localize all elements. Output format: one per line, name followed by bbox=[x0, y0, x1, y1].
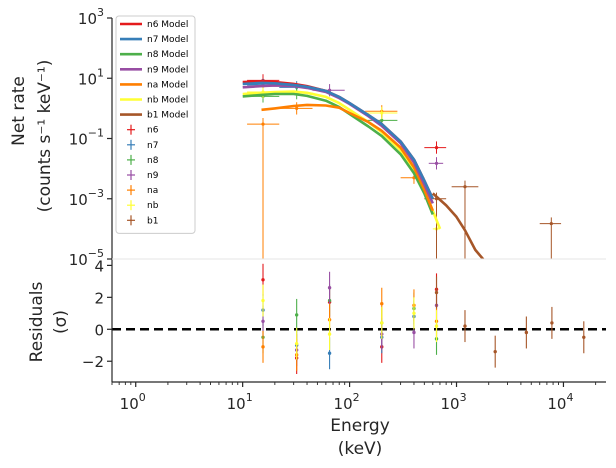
xtick-base-3: 10 bbox=[440, 395, 459, 413]
model-line-b1-model bbox=[431, 192, 485, 259]
legend-label-nb-model: nb Model bbox=[147, 96, 188, 106]
spectrum-ytick-exp-1: 1 bbox=[97, 66, 104, 79]
spectrum-ytick-base-1: 10 bbox=[78, 70, 97, 88]
residual-point-n9-20 bbox=[412, 330, 416, 335]
data-point-n9-2 bbox=[434, 161, 439, 165]
spectrum-ytick-label-3: 10−3 bbox=[69, 187, 104, 209]
legend-label-b1-model: b1 Model bbox=[147, 111, 188, 121]
residual-point-nb-29 bbox=[294, 341, 299, 346]
spectrum-ytick-label-0: 103 bbox=[78, 6, 104, 28]
energy-xlabel-line2: (keV) bbox=[338, 439, 383, 459]
data-point-b1-2 bbox=[549, 221, 553, 226]
xtick-exp-1: 1 bbox=[246, 391, 253, 404]
spectrum-plot-area bbox=[242, 74, 562, 259]
xtick-label-2: 102 bbox=[334, 391, 360, 413]
legend-label-n6: n6 bbox=[147, 126, 159, 136]
spectrum-ylabel-line2: (counts s⁻¹ keV⁻¹) bbox=[35, 60, 55, 213]
legend-label-na-model: na Model bbox=[147, 80, 188, 90]
spectrum-ytick-base-0: 10 bbox=[78, 10, 97, 28]
residual-point-b1-36 bbox=[493, 349, 497, 354]
data-point-nb-1 bbox=[380, 111, 384, 115]
residual-point-n8-11 bbox=[294, 313, 299, 317]
residual-point-nb-33 bbox=[434, 324, 439, 328]
xtick-exp-3: 3 bbox=[460, 391, 467, 404]
legend-label-n6-model: n6 Model bbox=[147, 20, 188, 30]
legend-label-n8: n8 bbox=[147, 156, 159, 166]
xtick-base-1: 10 bbox=[227, 395, 246, 413]
spectrum-ylabel-line1: Net rate bbox=[9, 76, 29, 146]
xtick-label-4: 104 bbox=[547, 391, 573, 413]
residual-point-nb-30 bbox=[327, 332, 332, 336]
axis-labels: Net rate (counts s⁻¹ keV⁻¹) Residuals (σ… bbox=[9, 60, 390, 459]
residual-point-b1-39 bbox=[582, 335, 586, 339]
residual-point-n9-18 bbox=[327, 286, 332, 290]
residual-point-na-22 bbox=[261, 345, 265, 349]
legend-label-n7-model: n7 Model bbox=[147, 35, 188, 45]
energy-xlabel-line1: Energy bbox=[330, 416, 390, 436]
spectrum-ytick-base-3: 10 bbox=[69, 191, 88, 209]
residual-point-n7-7 bbox=[327, 351, 332, 355]
xtick-base-0: 10 bbox=[120, 395, 139, 413]
residual-point-nb-28 bbox=[261, 298, 265, 303]
spectrum-ytick-exp-3: −3 bbox=[88, 187, 104, 200]
spectrum-ytick-label-4: 10−5 bbox=[69, 247, 104, 269]
model-line-na-model bbox=[261, 103, 435, 212]
xtick-label-1: 101 bbox=[227, 391, 253, 413]
legend-label-b1: b1 bbox=[147, 216, 158, 226]
spectrum-ytick-exp-2: −1 bbox=[88, 127, 104, 140]
xtick-exp-4: 4 bbox=[566, 391, 573, 404]
legend-label-n7: n7 bbox=[147, 141, 158, 151]
legend-label-n8-model: n8 Model bbox=[147, 50, 188, 60]
xtick-label-3: 103 bbox=[440, 391, 466, 413]
data-point-na-0 bbox=[261, 122, 265, 126]
model-line-n7-model bbox=[242, 81, 434, 200]
residuals-plot-area bbox=[112, 263, 606, 375]
residual-point-na-25 bbox=[380, 302, 384, 306]
residual-point-b1-37 bbox=[524, 330, 529, 335]
spectrum-ytick-label-2: 10−1 bbox=[69, 127, 104, 149]
xtick-exp-2: 2 bbox=[353, 391, 360, 404]
residuals-ytick-label-0: 4 bbox=[94, 257, 104, 275]
residual-point-b1-34 bbox=[434, 290, 439, 295]
residuals-ytick-label-2: 0 bbox=[94, 321, 104, 339]
spectrum-ytick-exp-4: −5 bbox=[88, 247, 104, 260]
residual-point-n9-16 bbox=[261, 319, 265, 323]
residual-point-nb-31 bbox=[380, 321, 384, 325]
data-point-n6-1 bbox=[434, 145, 439, 150]
model-line-n6-model bbox=[242, 80, 434, 200]
data-point-na-1 bbox=[295, 106, 299, 110]
xtick-base-4: 10 bbox=[547, 395, 566, 413]
spectrum-ytick-label-1: 101 bbox=[78, 66, 104, 88]
residuals-ytick-label-3: −2 bbox=[82, 353, 104, 371]
legend-label-na: na bbox=[147, 186, 158, 196]
residual-point-b1-38 bbox=[550, 321, 554, 325]
spectrum-ytick-exp-0: 3 bbox=[97, 6, 104, 19]
residuals-ylabel-line2: (σ) bbox=[51, 310, 71, 334]
residual-point-nb-32 bbox=[412, 311, 416, 316]
legend-label-n9-model: n9 Model bbox=[147, 65, 188, 75]
xtick-base-2: 10 bbox=[334, 395, 353, 413]
residual-point-b1-35 bbox=[463, 324, 467, 328]
residuals-ylabel-line1: Residuals bbox=[27, 282, 47, 363]
residual-point-n6-0 bbox=[261, 278, 265, 282]
data-point-b1-1 bbox=[463, 185, 467, 189]
xtick-exp-0: 0 bbox=[139, 391, 146, 404]
legend-label-nb: nb bbox=[147, 201, 159, 211]
spectrum-ytick-base-2: 10 bbox=[69, 131, 88, 149]
data-point-n8-2 bbox=[380, 118, 384, 122]
xtick-label-0: 100 bbox=[120, 391, 146, 413]
spectrum-ytick-base-4: 10 bbox=[69, 251, 88, 269]
residuals-ytick-label-1: 2 bbox=[94, 289, 104, 307]
legend-label-n9: n9 bbox=[147, 171, 159, 181]
